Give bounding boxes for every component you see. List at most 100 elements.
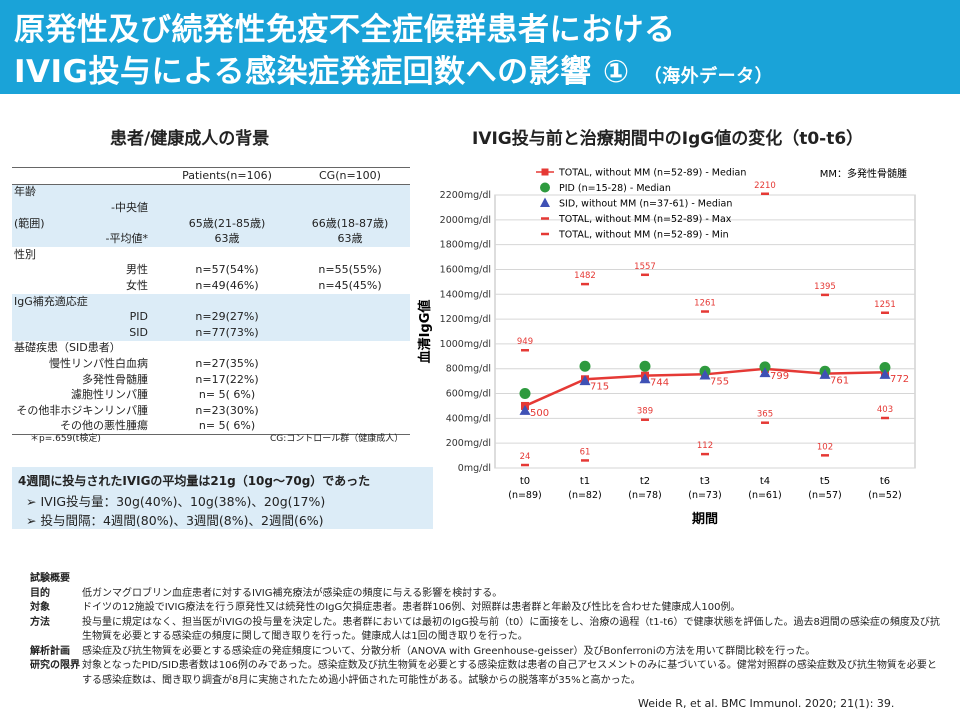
median-label: -中央値 bbox=[12, 200, 164, 216]
table-row: 慢性リンパ性白血病 n=27(35%) bbox=[12, 356, 410, 372]
summary-heading: 試験概要 bbox=[30, 573, 70, 584]
sid-median-marker bbox=[579, 375, 591, 386]
median-cg: 66歳(18-87歳) bbox=[290, 215, 410, 232]
summary-row-label: 対象 bbox=[30, 602, 50, 613]
title-banner bbox=[0, 0, 960, 94]
legend-label: PID (n=15-28) - Median bbox=[559, 183, 671, 194]
male-patients: n=57(54%) bbox=[195, 263, 259, 277]
x-tick-label: t1 bbox=[580, 476, 590, 487]
min-value-label: 112 bbox=[697, 441, 713, 451]
table-row: IgG補充適応症 bbox=[12, 293, 410, 310]
disease-cll-label: 慢性リンパ性白血病 bbox=[49, 356, 148, 370]
y-axis-label: 血清IgG値 bbox=[417, 300, 433, 364]
table-header-row: Patients(n=106) CG(n=100) bbox=[12, 167, 410, 185]
min-value-label: 24 bbox=[520, 452, 531, 462]
summary-row-label: 目的 bbox=[30, 587, 50, 599]
min-value-label: 102 bbox=[817, 442, 833, 452]
igg-line-chart: 0mg/dl 200mg/dl 400mg/dl 600mg/dl 800mg/dl 10… bbox=[417, 167, 916, 527]
table-row: その他の悪性腫瘍 n= 5( 6%) bbox=[12, 418, 410, 436]
summary-row-label: 方法 bbox=[30, 616, 50, 628]
legend-pid-marker bbox=[540, 182, 550, 193]
disease-other-label: その他の悪性腫瘍 bbox=[12, 418, 164, 436]
female-label: 女性 bbox=[126, 278, 148, 292]
x-tick-n-label: (n=73) bbox=[688, 490, 721, 501]
disease-mm-label: 多発性骨髄腫 bbox=[82, 372, 148, 386]
summary-row-text: ドイツの12施設でIVIG療法を行う原発性又は続発性のIgG欠損症患者。患者群1… bbox=[82, 602, 741, 613]
mm-note: MM：多発性骨髄腫 bbox=[820, 167, 907, 180]
summary-row-label: 解析計画 bbox=[30, 645, 70, 657]
x-tick-n-label: (n=57) bbox=[808, 490, 841, 501]
max-value-label: 949 bbox=[517, 337, 533, 347]
pid-median-marker bbox=[519, 388, 531, 400]
dose-summary-box: 4週間に投与されたIVIGの平均量は21g（10g～70g）であった ➢ IVI… bbox=[12, 467, 433, 529]
disease-label: 基礎疾患（SID患者） bbox=[14, 341, 121, 355]
sid-median-marker bbox=[699, 369, 711, 380]
total-median-label: 761 bbox=[830, 376, 849, 387]
table-row: 濾胞性リンパ腫 n= 5( 6%) bbox=[12, 387, 410, 403]
max-value-label: 1482 bbox=[574, 271, 596, 281]
pid-median-marker bbox=[879, 361, 891, 373]
sid-median-marker bbox=[759, 367, 771, 378]
y-tick-label: 600mg/dl bbox=[446, 389, 491, 400]
male-cg: n=55(55%) bbox=[318, 263, 382, 277]
table-row: 基礎疾患（SID患者） bbox=[12, 341, 410, 357]
table-row: 女性 n=49(46%) n=45(45%) bbox=[12, 278, 410, 294]
total-median-label: 744 bbox=[650, 378, 669, 389]
bullet-arrow-icon: ➢ bbox=[26, 513, 37, 528]
page-title-text: IVIG投与による感染症発症回数への影響 ① bbox=[14, 54, 630, 90]
dose-interval-item: ➢ 投与間隔：4週間(80%)、3週間(8%)、2週間(6%) bbox=[26, 510, 324, 529]
page-title-line1: 原発性及び続発性免疫不全症候群患者における bbox=[14, 12, 676, 48]
summary-row: 対象 ドイツの12施設でIVIG療法を行う原発性又は続発性のIgG欠損症患者。患者… bbox=[30, 601, 942, 616]
max-value-label: 2210 bbox=[754, 181, 776, 191]
y-tick-label: 2200mg/dl bbox=[440, 190, 491, 201]
x-axis-label: 期間 bbox=[692, 512, 718, 527]
y-tick-label: 400mg/dl bbox=[446, 413, 491, 424]
summary-row-text: 感染症及び抗生物質を必要とする感染症の発症頻度について、分散分析（ANOVA w… bbox=[82, 645, 816, 657]
summary-row: 方法 投与量に規定はなく、担当医がIVIGの投与量を決定した。患者群においては最初… bbox=[30, 616, 942, 645]
cg-column-header: CG(n=100) bbox=[290, 167, 410, 185]
disease-nhl-label: その他非ホジキンリンパ腫 bbox=[16, 403, 148, 417]
table-row: 性別 bbox=[12, 247, 410, 263]
table-row: PID n=29(27%) bbox=[12, 309, 410, 325]
min-value-label: 365 bbox=[757, 410, 773, 420]
x-tick-label: t2 bbox=[640, 476, 650, 487]
cg-footnote: CG:コントロール群（健康成人） bbox=[270, 434, 404, 444]
ttest-footnote: ＊p=.659(t検定) bbox=[30, 434, 101, 444]
sex-label: 性別 bbox=[14, 247, 36, 261]
male-label: 男性 bbox=[126, 263, 148, 277]
range-label: (範囲) bbox=[12, 215, 164, 232]
max-value-label: 1261 bbox=[694, 299, 716, 309]
background-heading: 患者/健康成人の背景 bbox=[110, 129, 270, 149]
summary-row: 研究の限界 対象となったPID/SID患者数は106例のみであった。感染症数及び抗… bbox=[30, 659, 942, 688]
dose-interval-text: 投与間隔：4週間(80%)、3週間(8%)、2週間(6%) bbox=[40, 513, 324, 528]
total-median-label: 715 bbox=[590, 381, 609, 392]
table-row: 年齢 bbox=[12, 184, 410, 201]
table-row: SID n=77(73%) bbox=[12, 324, 410, 341]
y-tick-label: 800mg/dl bbox=[446, 364, 491, 375]
summary-row: 目的 低ガンマグロブリン血症患者に対するIVIG補充療法が感染症の頻度に与える影響… bbox=[30, 587, 942, 602]
x-tick-label: t3 bbox=[700, 476, 710, 487]
summary-row: 解析計画 感染症及び抗生物質を必要とする感染症の発症頻度について、分散分析（ANO… bbox=[30, 645, 942, 660]
y-tick-label: 0mg/dl bbox=[458, 463, 491, 474]
disease-cll-value: n=27(35%) bbox=[195, 356, 259, 370]
total-median-label: 772 bbox=[890, 374, 909, 385]
total-median-label: 755 bbox=[710, 376, 729, 387]
y-tick-label: 1400mg/dl bbox=[440, 289, 491, 300]
female-patients: n=49(46%) bbox=[195, 278, 259, 292]
table-row: -平均値* 63歳 63歳 bbox=[12, 231, 410, 247]
min-value-label: 389 bbox=[637, 407, 653, 417]
max-value-label: 1251 bbox=[874, 300, 896, 310]
min-value-label: 403 bbox=[877, 405, 893, 415]
sid-median-marker bbox=[819, 368, 831, 379]
mean-cg: 63歳 bbox=[290, 231, 410, 247]
total-median-label: 500 bbox=[530, 408, 549, 419]
pid-patients: n=29(27%) bbox=[164, 309, 290, 325]
x-tick-n-label: (n=61) bbox=[748, 490, 781, 501]
sid-label: SID bbox=[12, 324, 164, 341]
y-tick-label: 1600mg/dl bbox=[440, 264, 491, 275]
legend-label: TOTAL, without MM (n=52-89) - Median bbox=[558, 168, 746, 179]
x-tick-n-label: (n=78) bbox=[628, 490, 661, 501]
min-value-label: 61 bbox=[580, 447, 591, 457]
age-label: 年齢 bbox=[12, 184, 164, 201]
x-tick-n-label: (n=89) bbox=[508, 490, 541, 501]
